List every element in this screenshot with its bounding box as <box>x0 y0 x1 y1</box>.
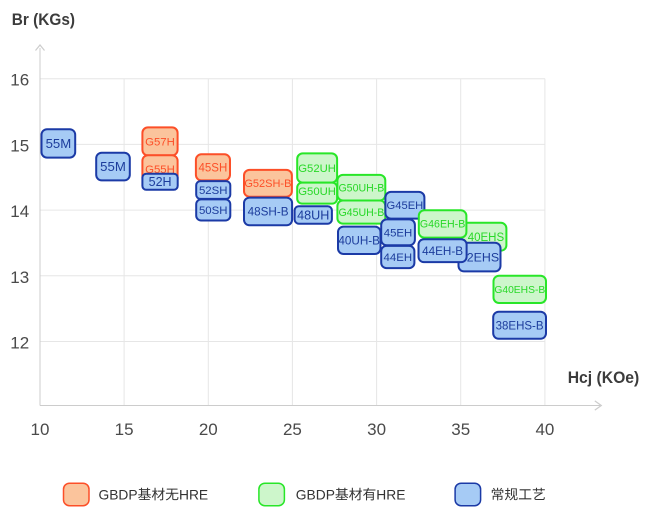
svg-text:35: 35 <box>451 420 470 439</box>
svg-text:52SH: 52SH <box>199 185 228 197</box>
svg-text:10: 10 <box>31 420 50 439</box>
svg-text:45SH: 45SH <box>199 162 228 174</box>
svg-text:G50UH: G50UH <box>298 186 336 198</box>
svg-text:13: 13 <box>10 268 29 287</box>
svg-text:GBDP: GBDP <box>99 487 138 502</box>
svg-text:52H: 52H <box>149 175 172 189</box>
svg-text:45EH: 45EH <box>384 227 413 239</box>
svg-text:G45UH-B: G45UH-B <box>338 207 384 219</box>
svg-text:G57H: G57H <box>145 136 175 148</box>
svg-text:55M: 55M <box>100 159 126 174</box>
svg-text:HRE: HRE <box>179 487 208 502</box>
svg-text:50SH: 50SH <box>199 205 228 217</box>
svg-text:38EHS-B: 38EHS-B <box>496 320 544 332</box>
svg-text:15: 15 <box>115 420 134 439</box>
svg-text:44EH-B: 44EH-B <box>422 245 463 258</box>
svg-text:25: 25 <box>283 420 302 439</box>
svg-text:G40EHS-B: G40EHS-B <box>494 285 545 296</box>
svg-text:30: 30 <box>367 420 386 439</box>
svg-text:15: 15 <box>10 136 29 155</box>
svg-text:G50UH-B: G50UH-B <box>338 182 384 194</box>
svg-text:HRE: HRE <box>376 487 405 502</box>
svg-text:48SH-B: 48SH-B <box>248 206 289 219</box>
svg-text:48UH: 48UH <box>297 208 329 222</box>
svg-text:42EHS: 42EHS <box>460 250 499 264</box>
svg-text:14: 14 <box>10 202 29 221</box>
svg-text:G52UH: G52UH <box>298 163 336 175</box>
svg-text:44EH: 44EH <box>384 252 413 264</box>
svg-text:40UH-B: 40UH-B <box>338 234 380 247</box>
svg-text:40EHS: 40EHS <box>468 232 505 244</box>
svg-text:Br (KGs): Br (KGs) <box>12 11 75 29</box>
svg-text:G46EH-B: G46EH-B <box>420 219 465 231</box>
svg-text:12: 12 <box>10 334 29 353</box>
svg-text:55M: 55M <box>46 136 72 151</box>
svg-text:G52SH-B: G52SH-B <box>244 178 291 190</box>
svg-text:20: 20 <box>199 420 218 439</box>
svg-text:GBDP: GBDP <box>296 487 335 502</box>
svg-text:Hcj (KOe): Hcj (KOe) <box>568 369 640 387</box>
svg-text:G45EH: G45EH <box>387 200 424 212</box>
svg-text:40: 40 <box>535 420 554 439</box>
svg-text:16: 16 <box>10 71 29 90</box>
